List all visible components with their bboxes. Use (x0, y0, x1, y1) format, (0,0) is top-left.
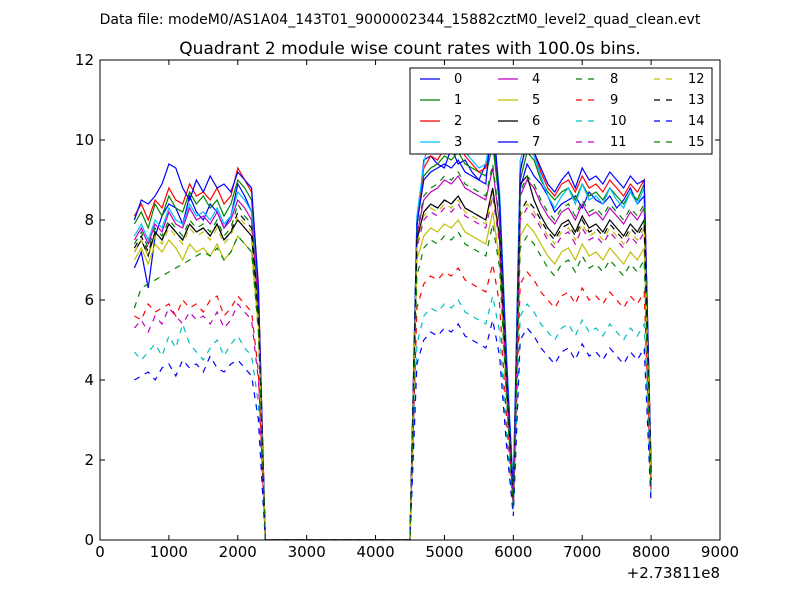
legend-label-11: 11 (610, 135, 627, 150)
legend-label-10: 10 (610, 114, 627, 129)
legend-box (409, 67, 713, 155)
x-tick-label: 7000 (563, 543, 601, 561)
chart-title: Quadrant 2 module wise count rates with … (179, 39, 640, 59)
series-line-8 (133, 163, 652, 540)
series-line-7 (133, 111, 652, 540)
series-line-3 (133, 123, 652, 540)
legend-label-6: 6 (532, 114, 540, 129)
y-tick-label: 6 (84, 291, 94, 309)
x-offset-label: +2.73811e8 (627, 564, 720, 582)
series-line-14 (134, 319, 652, 540)
y-tick-label: 0 (84, 531, 94, 549)
series-line-1 (133, 143, 652, 540)
series-line-10 (133, 295, 652, 540)
legend-label-14: 14 (688, 114, 705, 129)
x-tick-label: 4000 (356, 543, 394, 561)
legend-label-8: 8 (610, 72, 618, 87)
legend-label-5: 5 (532, 93, 540, 108)
legend-label-7: 7 (532, 135, 540, 150)
series-line-11 (133, 195, 652, 540)
legend-label-2: 2 (454, 114, 462, 129)
x-tick-label: 6000 (494, 543, 532, 561)
legend-label-12: 12 (688, 72, 705, 87)
legend-label-4: 4 (532, 72, 540, 87)
x-tick-label: 8000 (632, 543, 670, 561)
legend-label-1: 1 (454, 93, 462, 108)
legend-label-3: 3 (454, 135, 462, 150)
series-line-5 (133, 211, 652, 540)
x-tick-label: 1000 (150, 543, 188, 561)
legend-label-0: 0 (454, 72, 462, 87)
y-tick-label: 10 (75, 131, 94, 149)
series-line-13 (133, 187, 652, 540)
legend-label-15: 15 (688, 135, 705, 150)
series-line-2 (133, 127, 652, 540)
legend-label-13: 13 (688, 93, 705, 108)
series-line-9 (134, 263, 652, 540)
y-tick-label: 12 (75, 51, 94, 69)
x-tick-label: 2000 (219, 543, 257, 561)
legend-label-9: 9 (610, 93, 618, 108)
series-line-4 (133, 167, 652, 540)
x-tick-label: 3000 (288, 543, 326, 561)
y-tick-label: 4 (84, 371, 94, 389)
x-tick-label: 9000 (701, 543, 739, 561)
x-tick-label: 0 (95, 543, 105, 561)
y-tick-label: 8 (84, 211, 94, 229)
series-group (133, 111, 652, 540)
series-line-12 (133, 191, 652, 540)
x-tick-label: 5000 (425, 543, 463, 561)
y-tick-label: 2 (84, 451, 94, 469)
suptitle: Data file: modeM0/AS1A04_143T01_90000023… (100, 12, 701, 28)
axes-group: 0 1000 2000 3000 4000 5000 6000 7000 8000 9000 0 2 4… (75, 51, 739, 561)
